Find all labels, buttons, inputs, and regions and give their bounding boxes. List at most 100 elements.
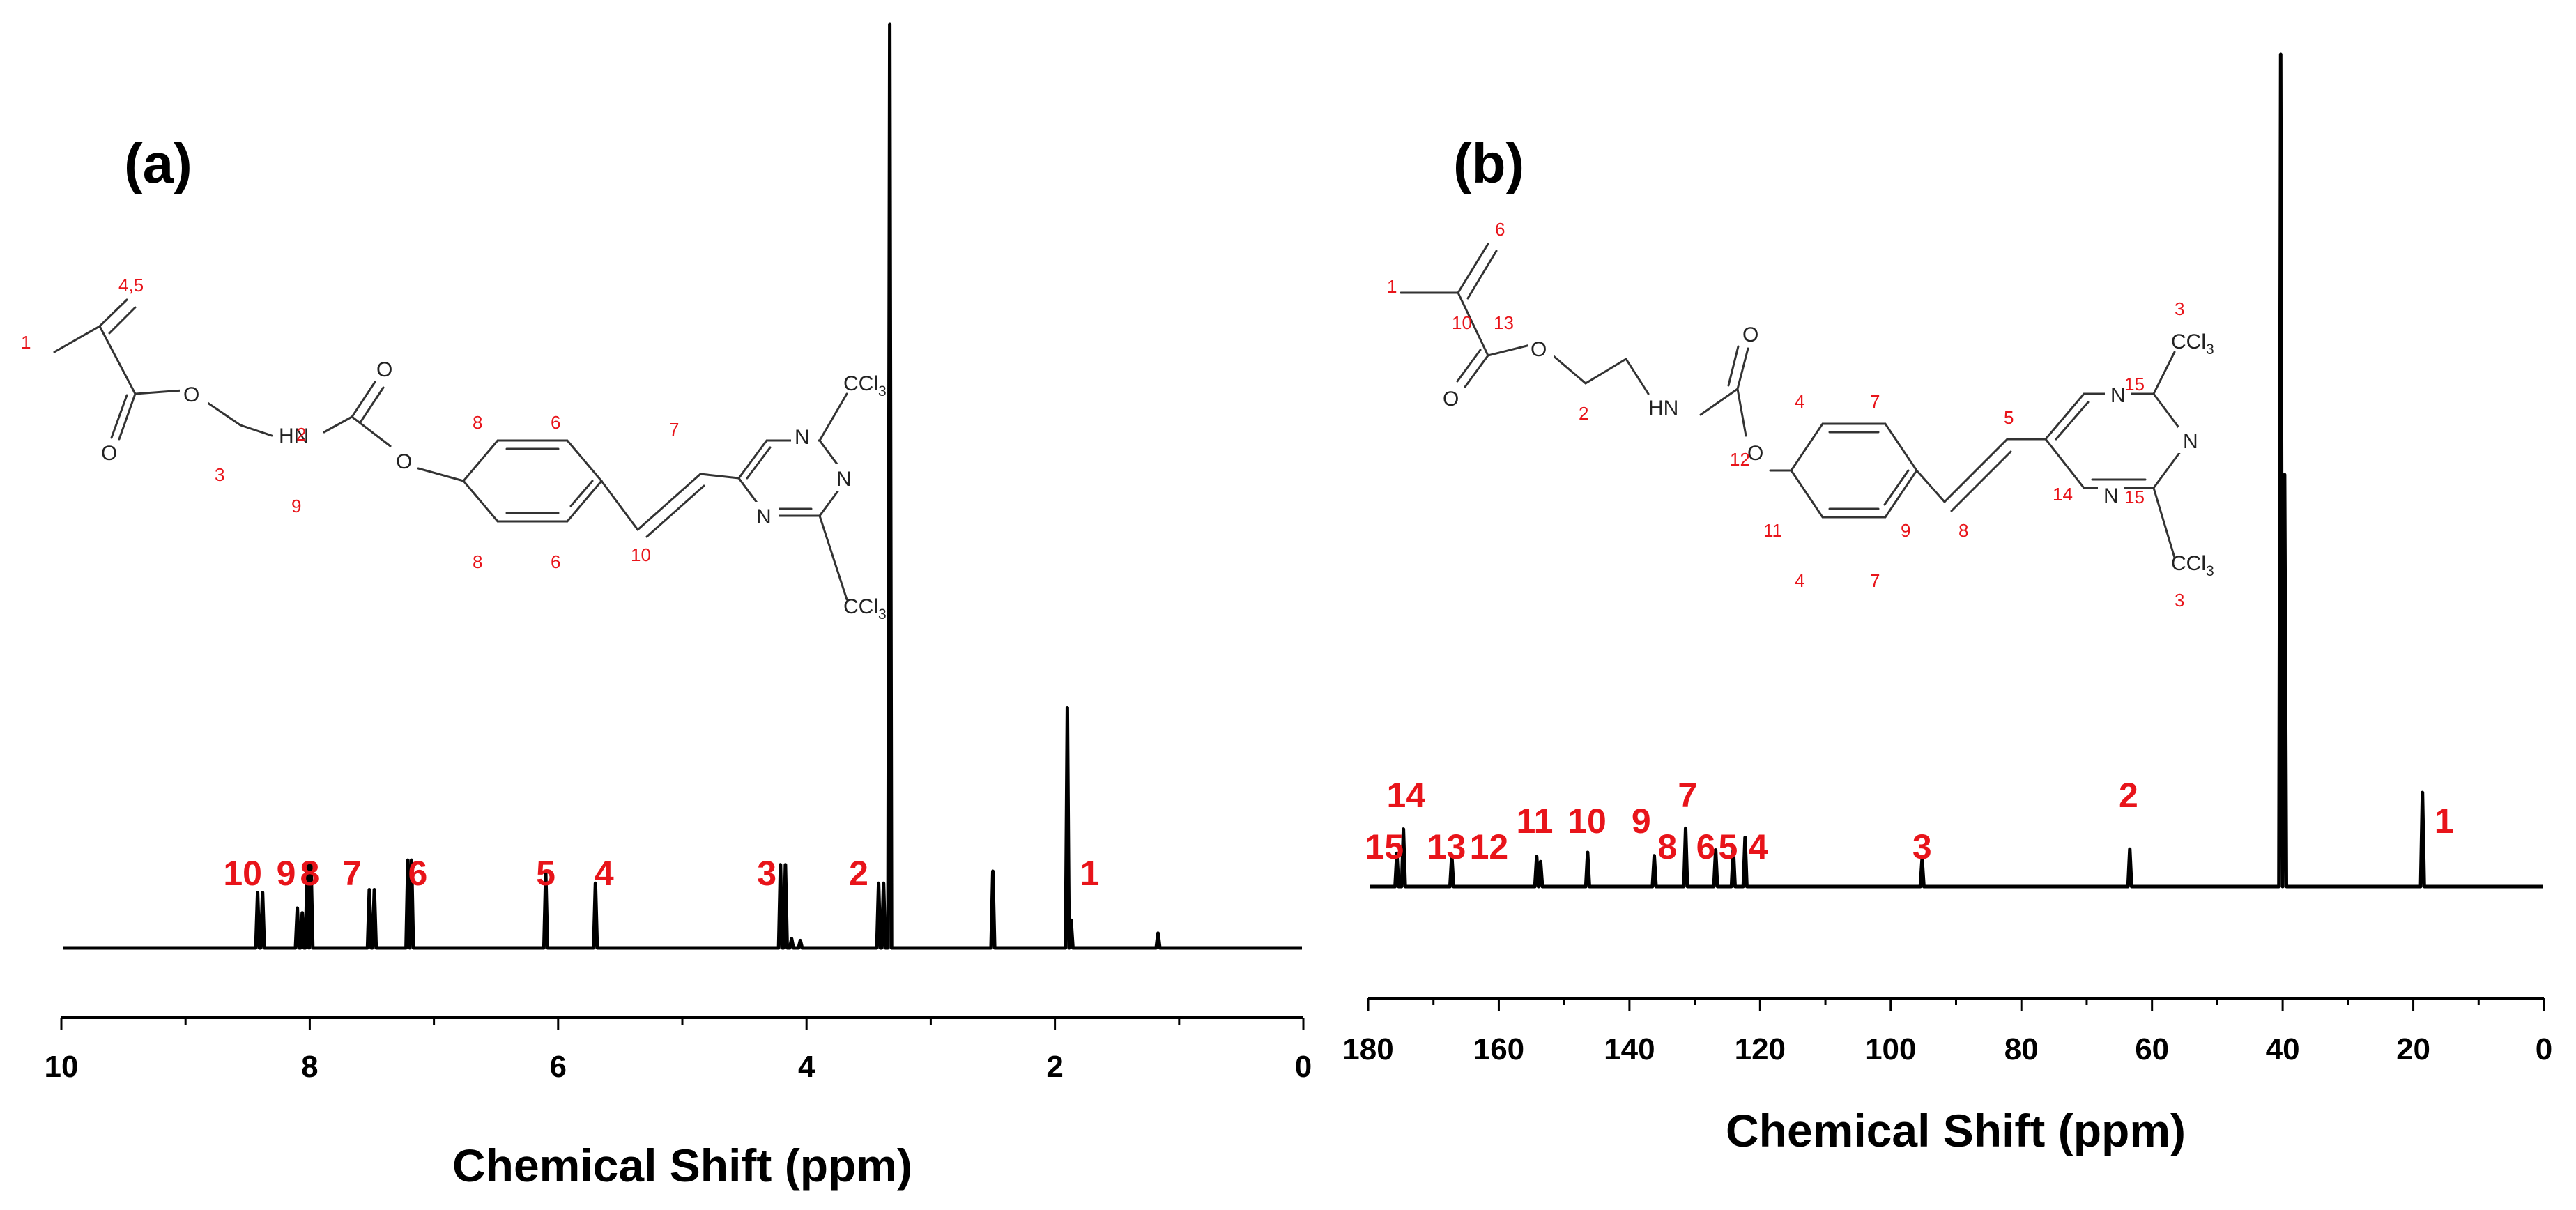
panel-b-peak-label: 5 xyxy=(1719,827,1738,866)
panel-a-tick-label: 4 xyxy=(798,1050,815,1084)
panel-b-tick-label: 180 xyxy=(1342,1032,1393,1066)
panel-a-tick-label: 8 xyxy=(301,1050,318,1084)
structure-a-molecule: N N N O O HN O O CCl3 CCl3 4,5 1 2 3 9 8… xyxy=(21,275,887,622)
atom-number: 1 xyxy=(21,332,31,353)
panel-b-13c-nmr: (b) xyxy=(1342,52,2552,1156)
atom-n: N xyxy=(836,468,852,491)
atom-number: 5 xyxy=(2004,407,2014,428)
panel-b-x-axis: 180 160 140 120 100 80 60 40 20 0 Chemical Shift … xyxy=(1342,997,2552,1156)
panel-a-peak-label: 9 xyxy=(277,854,296,893)
panel-a-peak-label: 2 xyxy=(849,854,868,893)
atom-number: 7 xyxy=(1870,570,1880,591)
panel-b-peak-label: 11 xyxy=(1517,802,1554,841)
atom-number: 7 xyxy=(669,419,679,440)
panel-b-peak-label: 4 xyxy=(1749,827,1768,866)
atom-number: 8 xyxy=(1958,520,1968,541)
atom-n: N xyxy=(2183,430,2198,453)
panel-a-peak-label: 6 xyxy=(408,854,428,893)
atom-hn: HN xyxy=(279,424,309,447)
atom-o: O xyxy=(1531,338,1547,361)
atom-number: 4 xyxy=(1795,391,1804,412)
panel-b-tick-label: 20 xyxy=(2396,1032,2430,1066)
atom-number: 13 xyxy=(1494,312,1514,333)
panel-b-peak-label: 12 xyxy=(1470,827,1509,866)
atom-number: 14 xyxy=(2053,484,2073,505)
panel-b-tick-label: 60 xyxy=(2135,1032,2169,1066)
atom-number: 9 xyxy=(291,496,301,516)
panel-b-tick-label: 0 xyxy=(2536,1032,2552,1066)
atom-ccl3: CCl3 xyxy=(2171,330,2214,358)
atom-n: N xyxy=(2103,484,2119,507)
panel-a-tick-label: 10 xyxy=(45,1050,79,1084)
panel-a-spectrum-line xyxy=(63,22,1302,950)
panel-a-tick-label: 0 xyxy=(1295,1050,1312,1084)
panel-b-tick-label: 40 xyxy=(2266,1032,2300,1066)
atom-number: 6 xyxy=(551,551,560,572)
atom-number: 4,5 xyxy=(118,275,144,296)
atom-hn: HN xyxy=(1648,397,1678,420)
panel-b-peak-label: 9 xyxy=(1632,802,1651,841)
panel-b-peak-label: 6 xyxy=(1696,827,1716,866)
panel-b-tick-label: 160 xyxy=(1473,1032,1524,1066)
atom-number: 7 xyxy=(1870,391,1880,412)
panel-b-peak-label: 2 xyxy=(2119,776,2138,815)
panel-a-label: (a) xyxy=(124,132,192,194)
atom-o: O xyxy=(376,358,392,381)
panel-b-peak-label: 7 xyxy=(1678,776,1697,815)
panel-a-peak-label: 10 xyxy=(223,854,262,893)
panel-b-peak-label: 10 xyxy=(1567,802,1607,841)
atom-o: O xyxy=(101,442,117,465)
panel-b-spectrum-line xyxy=(1370,52,2543,889)
panel-b-x-axis-title: Chemical Shift (ppm) xyxy=(1726,1105,2186,1156)
panel-a-tick-label: 6 xyxy=(550,1050,567,1084)
atom-number: 3 xyxy=(2175,298,2184,319)
atom-number: 2 xyxy=(1579,403,1588,424)
atom-number: 11 xyxy=(1763,520,1782,541)
atom-number: 4 xyxy=(1795,570,1804,591)
atom-number: 10 xyxy=(631,544,651,565)
panel-a-peak-label: 4 xyxy=(595,854,614,893)
panel-b-peak-label: 15 xyxy=(1365,827,1404,866)
atom-number: 10 xyxy=(1452,312,1472,333)
atom-number: 6 xyxy=(1495,219,1505,240)
panel-a-peak-label: 1 xyxy=(1080,854,1100,893)
atom-ccl3: CCl3 xyxy=(843,595,887,622)
atom-o: O xyxy=(1443,388,1459,411)
atom-number: 1 xyxy=(1387,276,1397,297)
panel-b-peak-label: 3 xyxy=(1912,827,1932,866)
atom-number: 15 xyxy=(2124,374,2145,395)
atom-number: 12 xyxy=(1730,449,1750,470)
atom-ccl3: CCl3 xyxy=(2171,552,2214,579)
panel-a-peak-label: 7 xyxy=(342,854,362,893)
panel-b-tick-label: 80 xyxy=(2004,1032,2039,1066)
panel-a-tick-label: 2 xyxy=(1046,1050,1063,1084)
atom-number: 3 xyxy=(215,464,224,485)
atom-n: N xyxy=(2110,384,2126,407)
atom-n: N xyxy=(795,426,810,449)
panel-a-x-axis-title: Chemical Shift (ppm) xyxy=(452,1140,912,1191)
atom-number: 3 xyxy=(2175,590,2184,611)
panel-b-tick-label: 140 xyxy=(1604,1032,1655,1066)
panel-b-peak-label: 1 xyxy=(2435,802,2454,841)
atom-o: O xyxy=(183,383,199,406)
atom-ccl3: CCl3 xyxy=(843,372,887,399)
atom-number: 15 xyxy=(2124,487,2145,507)
panel-b-peak-label: 13 xyxy=(1427,827,1466,866)
panel-b-peak-label: 8 xyxy=(1657,827,1677,866)
panel-a-peak-label: 3 xyxy=(757,854,776,893)
panel-b-label: (b) xyxy=(1453,132,1524,194)
atom-o: O xyxy=(396,450,412,473)
atom-number: 6 xyxy=(551,412,560,433)
atom-n: N xyxy=(756,505,772,528)
panel-a-peak-label: 5 xyxy=(536,854,555,893)
atom-number: 8 xyxy=(473,412,482,433)
panel-b-tick-label: 100 xyxy=(1865,1032,1916,1066)
structure-b-molecule: N N N O O HN O O CCl3 CCl3 6 1 10 13 2 1… xyxy=(1387,219,2214,611)
atom-o: O xyxy=(1742,323,1758,346)
panel-a-peak-label: 8 xyxy=(300,854,319,893)
panel-b-tick-label: 120 xyxy=(1735,1032,1786,1066)
atom-number: 2 xyxy=(296,424,306,445)
atom-o: O xyxy=(1747,442,1763,465)
atom-number: 8 xyxy=(473,551,482,572)
